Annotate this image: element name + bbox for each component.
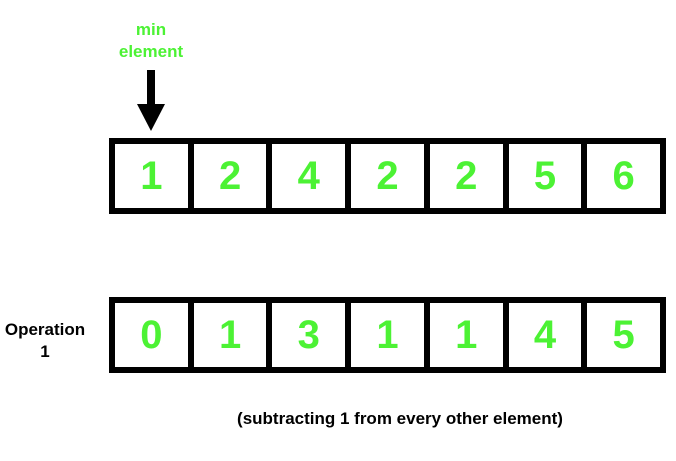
array-cell: 2 xyxy=(351,144,424,208)
operation-label: Operation 1 xyxy=(0,319,90,363)
operation-label-line1: Operation xyxy=(4,320,86,339)
array-cell: 1 xyxy=(351,303,424,367)
down-arrow-icon xyxy=(137,70,165,131)
min-element-label-line2: element xyxy=(118,42,184,61)
array-cell: 5 xyxy=(587,303,661,367)
array-cell: 1 xyxy=(193,303,267,367)
array-cell: 5 xyxy=(508,144,582,208)
array-cell: 4 xyxy=(508,303,582,367)
min-element-label: min element xyxy=(103,19,199,63)
array-cell: 4 xyxy=(272,144,346,208)
array-cell: 1 xyxy=(429,303,503,367)
top-array: 1 2 4 2 2 5 6 xyxy=(109,138,666,214)
array-cell: 3 xyxy=(272,303,346,367)
array-cell: 2 xyxy=(193,144,267,208)
bottom-array: 0 1 3 1 1 4 5 xyxy=(109,297,666,373)
array-cell: 6 xyxy=(587,144,661,208)
caption: (subtracting 1 from every other element) xyxy=(237,409,563,428)
array-cell: 0 xyxy=(115,303,188,367)
array-cell: 1 xyxy=(115,144,188,208)
operation-label-line2: 1 xyxy=(40,342,50,361)
min-element-label-line1: min xyxy=(135,20,167,39)
array-cell: 2 xyxy=(429,144,503,208)
